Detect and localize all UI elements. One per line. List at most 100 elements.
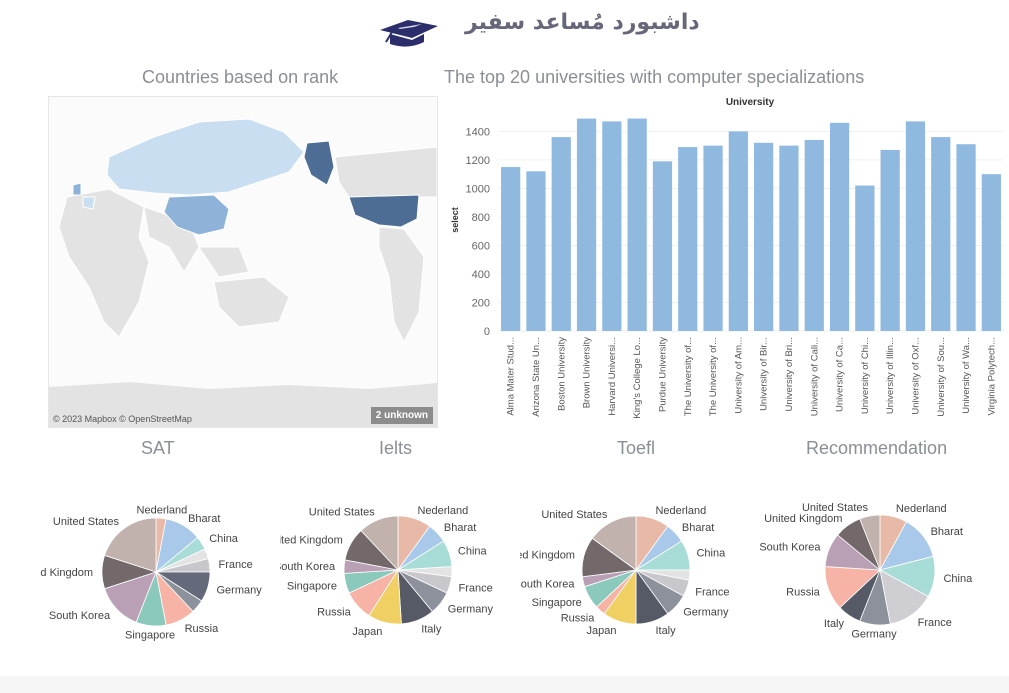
bar[interactable]	[880, 149, 900, 331]
pie-slice-label: United States	[802, 502, 869, 514]
pie-title-toefl: Toefl	[617, 438, 656, 458]
x-tick-label: Purdue University	[657, 337, 668, 412]
pie-title-recommendation: Recommendation	[806, 438, 948, 458]
y-tick-label: 1000	[466, 183, 490, 195]
pie-slice-label: Russia	[786, 587, 821, 599]
x-tick-label: University of Am...	[733, 337, 744, 414]
bar[interactable]	[602, 121, 622, 331]
pie-title-ielts: Ielts	[379, 438, 413, 458]
pie-chart-toefl[interactable]: Nederland Bharat China France Germany Italy Ja…	[520, 490, 750, 665]
dashboard-header: داشبورد مُساعد سفير	[0, 0, 1009, 50]
y-tick-label: 400	[472, 269, 490, 281]
pie-slice-label: France	[695, 586, 729, 598]
map-title: Countries based on rank	[142, 67, 339, 87]
bar[interactable]	[728, 131, 748, 331]
bar[interactable]	[678, 147, 698, 331]
bar[interactable]	[779, 145, 799, 331]
bar-chart-title: The top 20 universities with computer sp…	[444, 67, 865, 87]
bar[interactable]	[956, 144, 976, 331]
x-tick-label: University of Illin...	[885, 337, 896, 414]
map-region-china	[163, 194, 230, 236]
pie-slice-label: Russia	[317, 607, 352, 619]
pie-slice[interactable]	[859, 514, 881, 571]
x-tick-label: Alma Mater Stud...	[506, 337, 517, 416]
x-tick-label: King's College Lo...	[632, 337, 643, 419]
bar[interactable]	[526, 171, 546, 331]
x-tick-label: University of Chi...	[860, 337, 871, 414]
x-tick-label: University of Wa...	[961, 337, 972, 414]
pie-chart-recommendation[interactable]: Nederland Bharat China France Germany Italy Ru…	[760, 490, 1000, 665]
pie-slice-label: Bharat	[444, 522, 476, 534]
world-map[interactable]: © 2023 Mapbox © OpenStreetMap 2 unknown	[48, 96, 438, 428]
bar[interactable]	[754, 142, 774, 331]
bar[interactable]	[855, 185, 875, 331]
pie-slice[interactable]	[104, 517, 157, 573]
pie-slice-label: Nederland	[896, 503, 947, 515]
pie-slice-label: Japan	[587, 625, 617, 637]
y-axis-label: select	[450, 207, 460, 233]
pie-slice-label: United States	[309, 506, 376, 518]
x-tick-label: University of Oxf...	[910, 337, 921, 415]
map-canvas[interactable]	[49, 97, 437, 427]
y-tick-label: 1200	[466, 155, 490, 167]
bar[interactable]	[931, 137, 951, 331]
x-tick-label: University of Ca...	[835, 337, 846, 412]
pie-slice-label: France	[219, 559, 253, 571]
pie-slice-label: Bharat	[682, 522, 714, 534]
x-tick-label: Brown University	[582, 337, 593, 409]
pie-slice-label: China	[209, 533, 239, 545]
x-tick-label: The University of...	[683, 337, 694, 416]
map-region-alaska	[303, 140, 335, 186]
map-region-europe-africa	[58, 188, 150, 338]
bar[interactable]	[501, 167, 521, 331]
pie-slice-label: Nederland	[655, 505, 706, 517]
pie-slice-label: Germany	[448, 604, 494, 616]
graduation-cap-icon	[380, 20, 438, 47]
bar[interactable]	[652, 161, 673, 331]
bar[interactable]	[576, 118, 597, 331]
pie-slice-label: Bharat	[931, 526, 963, 538]
map-region-antarctica	[49, 382, 437, 427]
pie-slice-label: Russia	[561, 612, 596, 624]
map-region-france	[82, 196, 96, 210]
pie-slice-label: Singapore	[532, 597, 582, 609]
bar[interactable]	[551, 137, 571, 331]
map-region-se-asia	[198, 246, 250, 278]
bar[interactable]	[829, 122, 850, 331]
x-tick-label: University of Cali...	[809, 337, 820, 416]
map-region-south-america	[378, 226, 425, 344]
pie-slice-label: Nederland	[417, 505, 468, 517]
bar[interactable]	[627, 118, 647, 331]
bar-chart[interactable]: University select 0 200 400 600 800 1000 1200 140…	[444, 88, 1009, 433]
pie-slice-label: China	[943, 573, 973, 585]
bar[interactable]	[905, 121, 926, 331]
pie-slice-label: United Kingdom	[520, 549, 575, 561]
x-tick-label: Harvard Universi...	[607, 337, 618, 416]
y-tick-label: 800	[472, 212, 490, 224]
pie-title-sat: SAT	[141, 438, 175, 458]
pie-chart-ielts[interactable]: Nederland Bharat China France Germany Italy Ja…	[280, 490, 510, 665]
pie-slice[interactable]	[360, 515, 399, 572]
pie-slice-label: United States	[541, 509, 608, 521]
x-tick-label: The University of...	[708, 337, 719, 416]
map-credit: © 2023 Mapbox © OpenStreetMap	[53, 414, 192, 424]
y-tick-label: 1400	[466, 126, 490, 138]
pie-slice-label: Germany	[683, 607, 729, 619]
pie-slice-label: Italy	[824, 618, 845, 630]
pie-slice-label: Germany	[851, 629, 897, 641]
x-tick-label: Boston University	[556, 337, 567, 411]
pie-slice[interactable]	[591, 515, 637, 571]
x-tick-label: Arizona State Un...	[531, 337, 542, 417]
pie-slice-label: Singapore	[125, 630, 175, 642]
pie-slice-label: South Korea	[280, 561, 336, 573]
bar[interactable]	[981, 174, 1001, 331]
pie-slice-label: China	[696, 547, 726, 559]
unknown-badge[interactable]: 2 unknown	[370, 407, 433, 424]
footer-strip	[0, 676, 1009, 693]
pie-slice-label: Italy	[655, 625, 676, 637]
y-tick-label: 600	[472, 240, 490, 252]
bar[interactable]	[804, 139, 824, 331]
bar[interactable]	[703, 145, 723, 331]
map-region-usa	[348, 194, 420, 228]
